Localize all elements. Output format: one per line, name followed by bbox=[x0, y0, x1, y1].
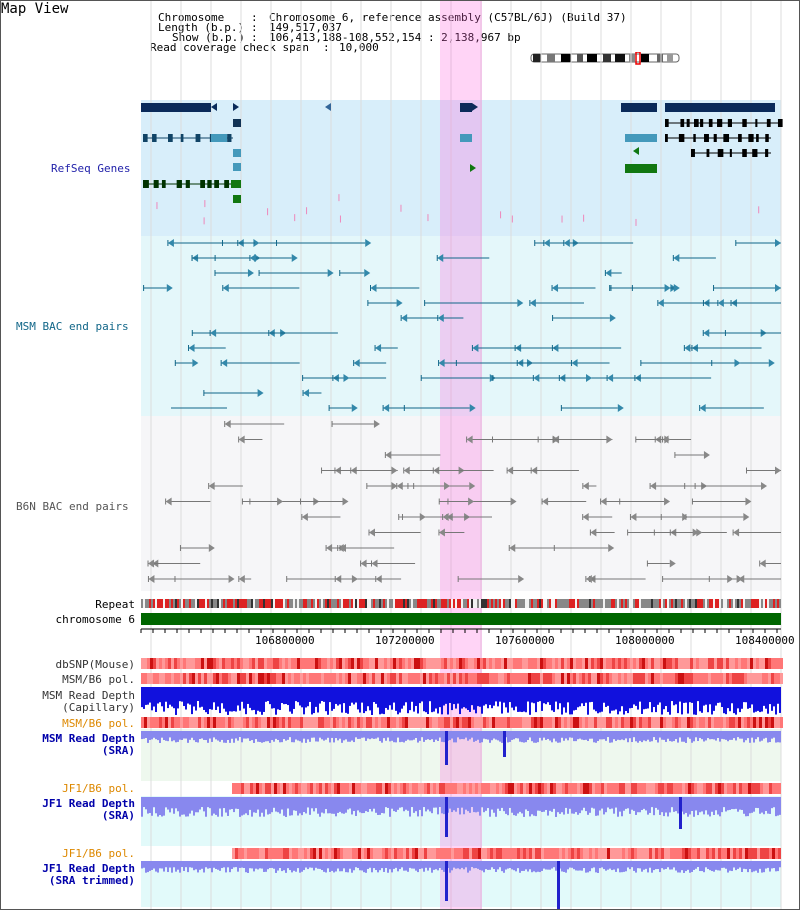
info-length-value: 149,517,037 bbox=[269, 21, 342, 34]
axis-tick-label: 108400000 bbox=[735, 634, 795, 647]
track-label-jf1-depth-sra-sub: (SRA) bbox=[101, 809, 135, 822]
track-label-msm-b6-pol-1: MSM/B6 pol. bbox=[62, 673, 135, 686]
track-label-jf1-b6-pol-1: JF1/B6 pol. bbox=[62, 782, 135, 795]
info-chromosome-value: Chromosome 6, reference assembly (C57BL/… bbox=[269, 11, 627, 24]
track-label-jf1-depth-sra: JF1 Read Depth bbox=[42, 797, 135, 810]
chromosome-ideogram[interactable] bbox=[529, 52, 684, 65]
info-length-key: Length (b.p.) bbox=[158, 21, 245, 34]
track-label-msm-bac: MSM BAC end pairs bbox=[16, 320, 129, 333]
axis-tick-label: 107600000 bbox=[495, 634, 555, 647]
info-show-key: Show (b.p.) bbox=[172, 31, 245, 44]
view-title: Map View bbox=[1, 1, 69, 17]
info-chromosome-key: Chromosome bbox=[158, 11, 225, 24]
track-label-msm-depth-capillary: MSM Read Depth bbox=[42, 689, 135, 702]
heatmap-tracks bbox=[141, 658, 783, 859]
info-show-value: 106,413,188-108,552,154 : 2,138,967 bp bbox=[269, 31, 521, 44]
axis-tick-label: 107200000 bbox=[375, 634, 435, 647]
b6n-bac-track bbox=[147, 420, 781, 583]
track-label-jf1-depth-trimmed-sub: (SRA trimmed) bbox=[48, 874, 135, 887]
track-label-dbsnp: dbSNP(Mouse) bbox=[55, 658, 135, 671]
track-label-msm-depth-capillary-sub: (Capillary) bbox=[62, 701, 135, 714]
info-coverage-key: Read coverage check span bbox=[150, 41, 309, 54]
read-depth-tracks bbox=[141, 687, 781, 909]
track-label-repeat: Repeat bbox=[95, 598, 135, 611]
chromosome-bar bbox=[141, 613, 781, 625]
track-label-refseq: RefSeq Genes bbox=[51, 162, 131, 175]
track-label-msm-b6-pol-2: MSM/B6 pol. bbox=[62, 717, 135, 730]
track-label-b6n-bac: B6N BAC end pairs bbox=[16, 500, 129, 513]
axis-tick-label: 106800000 bbox=[255, 634, 315, 647]
position-axis bbox=[140, 628, 781, 633]
track-label-msm-depth-sra-sub: (SRA) bbox=[101, 744, 135, 757]
track-label-msm-depth-sra: MSM Read Depth bbox=[42, 732, 135, 745]
track-label-jf1-b6-pol-2: JF1/B6 pol. bbox=[62, 847, 135, 860]
refseq-genes-track bbox=[141, 103, 783, 226]
axis-tick-label: 108000000 bbox=[615, 634, 675, 647]
repeat-track bbox=[141, 599, 781, 608]
track-label-chromosome: chromosome 6 bbox=[55, 613, 135, 626]
info-coverage-value: 10,000 bbox=[339, 41, 379, 54]
msm-bac-track bbox=[143, 239, 781, 412]
track-label-jf1-depth-trimmed: JF1 Read Depth bbox=[42, 862, 135, 875]
